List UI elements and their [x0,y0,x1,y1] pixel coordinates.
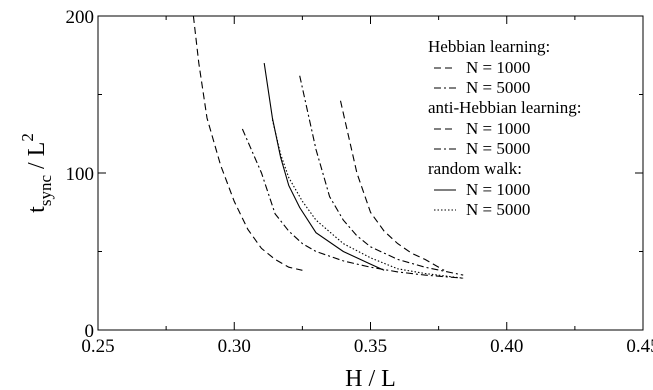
legend-group-title: anti-Hebbian learning: [428,98,581,117]
legend-entry-label: N = 5000 [466,139,530,158]
y-tick-label: 0 [85,321,95,342]
y-axis-title: tsync / L2 [18,133,55,213]
plot-frame [97,15,644,331]
x-tick-label: 0.45 [626,336,653,357]
legend-entry-label: N = 1000 [466,119,530,138]
x-tick-label: 0.35 [354,336,387,357]
y-axis-title-subscript: sync [36,175,55,207]
legend-entry-label: N = 5000 [466,200,530,219]
x-tick-label: 0.40 [490,336,523,357]
y-axis-title-base: t [24,206,50,213]
axis-ticks: 0.25 0.30 0.35 0.40 0.45 0 100 200 [66,7,653,357]
y-axis-title-rest: / L [24,142,50,175]
y-tick-label: 200 [66,7,95,28]
x-tick-label: 0.25 [81,336,114,357]
series-line-5 [263,63,385,271]
series-line-6 [271,119,464,279]
x-tick-label: 0.30 [218,336,251,357]
legend-entry-label: N = 1000 [466,58,530,77]
x-axis-title: H / L [345,366,396,390]
series-line-1 [192,15,303,271]
series-line-2 [241,128,464,279]
legend-group-title: random walk: [428,159,522,178]
legend-entry-label: N = 5000 [466,78,530,97]
y-axis-title-superscript: 2 [18,133,37,142]
y-tick-label: 100 [66,164,95,185]
plot-lines [192,15,464,279]
series-line-3 [339,100,445,271]
legend-group-title: Hebbian learning: [428,37,550,56]
series-line-4 [299,75,464,276]
legend-entry-label: N = 1000 [466,180,530,199]
